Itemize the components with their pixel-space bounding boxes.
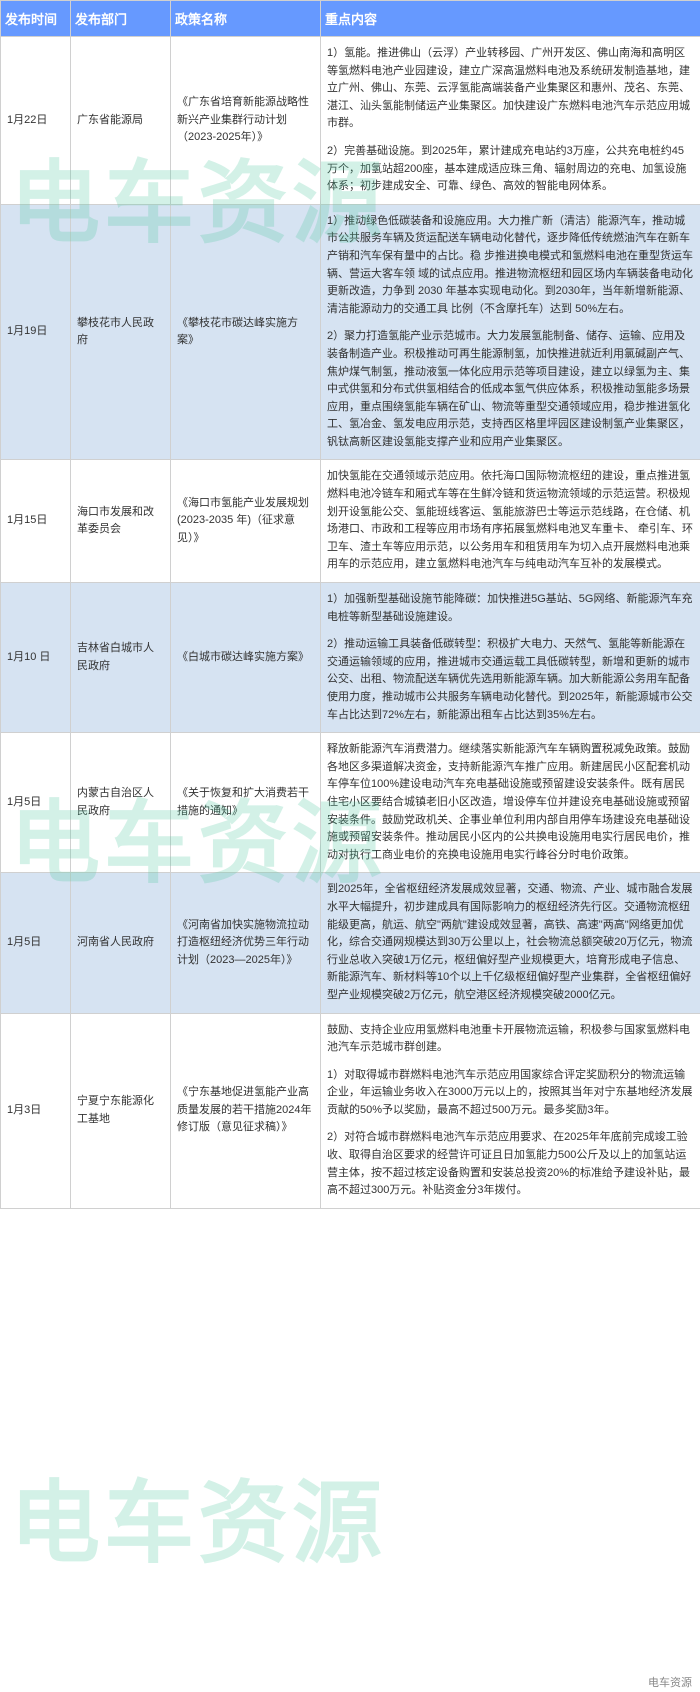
- table-body: 1月22日广东省能源局《广东省培育新能源战略性新兴产业集群行动计划（2023-2…: [1, 37, 700, 1209]
- cell-name: 《河南省加快实施物流拉动打造枢纽经济优势三年行动计划（2023—2025年）》: [171, 873, 321, 1013]
- content-paragraph: 2）聚力打造氢能产业示范城市。大力发展氢能制备、储存、运输、应用及装备制造产业。…: [327, 328, 694, 451]
- cell-dept: 河南省人民政府: [71, 873, 171, 1013]
- table-row: 1月15日海口市发展和改革委员会《海口市氢能产业发展规划(2023-2035 年…: [1, 460, 700, 583]
- header-dept: 发布部门: [71, 1, 171, 37]
- cell-dept: 内蒙古自治区人民政府: [71, 733, 171, 873]
- cell-date: 1月5日: [1, 873, 71, 1013]
- cell-content: 鼓励、支持企业应用氢燃料电池重卡开展物流运输，积极参与国家氢燃料电池汽车示范城市…: [321, 1013, 700, 1208]
- cell-name: 《白城市碳达峰实施方案》: [171, 583, 321, 733]
- cell-date: 1月3日: [1, 1013, 71, 1208]
- cell-dept: 攀枝花市人民政府: [71, 204, 171, 460]
- content-paragraph: 1）对取得城市群燃料电池汽车示范应用国家综合评定奖励积分的物流运输企业，年运输业…: [327, 1067, 694, 1120]
- cell-dept: 宁夏宁东能源化工基地: [71, 1013, 171, 1208]
- cell-name: 《宁东基地促进氢能产业高质量发展的若干措施2024年修订版（意见征求稿）》: [171, 1013, 321, 1208]
- table-row: 1月5日内蒙古自治区人民政府《关于恢复和扩大消费若干措施的通知》释放新能源汽车消…: [1, 733, 700, 873]
- watermark: 电车资源: [10, 1450, 386, 1580]
- header-date: 发布时间: [1, 1, 71, 37]
- policy-table: 发布时间 发布部门 政策名称 重点内容 1月22日广东省能源局《广东省培育新能源…: [0, 0, 700, 1209]
- content-paragraph: 1）推动绿色低碳装备和设施应用。大力推广新（清洁）能源汽车，推动城市公共服务车辆…: [327, 213, 694, 319]
- cell-content: 1）加强新型基础设施节能降碳：加快推进5G基站、5G网络、新能源汽车充电桩等新型…: [321, 583, 700, 733]
- content-paragraph: 1）加强新型基础设施节能降碳：加快推进5G基站、5G网络、新能源汽车充电桩等新型…: [327, 591, 694, 626]
- cell-content: 1）氢能。推进佛山（云浮）产业转移园、广州开发区、佛山南海和高明区等氢燃料电池产…: [321, 37, 700, 205]
- content-paragraph: 1）氢能。推进佛山（云浮）产业转移园、广州开发区、佛山南海和高明区等氢燃料电池产…: [327, 45, 694, 133]
- cell-dept: 广东省能源局: [71, 37, 171, 205]
- table-row: 1月5日河南省人民政府《河南省加快实施物流拉动打造枢纽经济优势三年行动计划（20…: [1, 873, 700, 1013]
- content-paragraph: 2）推动运输工具装备低碳转型：积极扩大电力、天然气、氢能等新能源在交通运输领域的…: [327, 636, 694, 724]
- cell-date: 1月22日: [1, 37, 71, 205]
- header-content: 重点内容: [321, 1, 700, 37]
- cell-content: 1）推动绿色低碳装备和设施应用。大力推广新（清洁）能源汽车，推动城市公共服务车辆…: [321, 204, 700, 460]
- cell-dept: 海口市发展和改革委员会: [71, 460, 171, 583]
- content-paragraph: 到2025年，全省枢纽经济发展成效显著，交通、物流、产业、城市融合发展水平大幅提…: [327, 881, 694, 1004]
- table-row: 1月3日宁夏宁东能源化工基地《宁东基地促进氢能产业高质量发展的若干措施2024年…: [1, 1013, 700, 1208]
- header-name: 政策名称: [171, 1, 321, 37]
- table-row: 1月19日攀枝花市人民政府《攀枝花市碳达峰实施方案》1）推动绿色低碳装备和设施应…: [1, 204, 700, 460]
- cell-content: 到2025年，全省枢纽经济发展成效显著，交通、物流、产业、城市融合发展水平大幅提…: [321, 873, 700, 1013]
- cell-dept: 吉林省白城市人民政府: [71, 583, 171, 733]
- cell-name: 《关于恢复和扩大消费若干措施的通知》: [171, 733, 321, 873]
- content-paragraph: 鼓励、支持企业应用氢燃料电池重卡开展物流运输，积极参与国家氢燃料电池汽车示范城市…: [327, 1022, 694, 1057]
- cell-name: 《海口市氢能产业发展规划(2023-2035 年)（征求意见）》: [171, 460, 321, 583]
- table-row: 1月22日广东省能源局《广东省培育新能源战略性新兴产业集群行动计划（2023-2…: [1, 37, 700, 205]
- footer-mark: 电车资源: [648, 1674, 692, 1690]
- table-row: 1月10 日吉林省白城市人民政府《白城市碳达峰实施方案》1）加强新型基础设施节能…: [1, 583, 700, 733]
- content-paragraph: 2）完善基础设施。到2025年，累计建成充电站约3万座，公共充电桩约45万个，加…: [327, 143, 694, 196]
- cell-name: 《广东省培育新能源战略性新兴产业集群行动计划（2023-2025年）》: [171, 37, 321, 205]
- content-paragraph: 2）对符合城市群燃料电池汽车示范应用要求、在2025年年底前完成竣工验收、取得自…: [327, 1129, 694, 1199]
- cell-date: 1月19日: [1, 204, 71, 460]
- header-row: 发布时间 发布部门 政策名称 重点内容: [1, 1, 700, 37]
- cell-date: 1月5日: [1, 733, 71, 873]
- cell-name: 《攀枝花市碳达峰实施方案》: [171, 204, 321, 460]
- content-paragraph: 释放新能源汽车消费潜力。继续落实新能源汽车车辆购置税减免政策。鼓励各地区多渠道解…: [327, 741, 694, 864]
- cell-content: 加快氢能在交通领域示范应用。依托海口国际物流枢纽的建设，重点推进氢燃料电池冷链车…: [321, 460, 700, 583]
- content-paragraph: 加快氢能在交通领域示范应用。依托海口国际物流枢纽的建设，重点推进氢燃料电池冷链车…: [327, 468, 694, 574]
- cell-date: 1月10 日: [1, 583, 71, 733]
- cell-date: 1月15日: [1, 460, 71, 583]
- cell-content: 释放新能源汽车消费潜力。继续落实新能源汽车车辆购置税减免政策。鼓励各地区多渠道解…: [321, 733, 700, 873]
